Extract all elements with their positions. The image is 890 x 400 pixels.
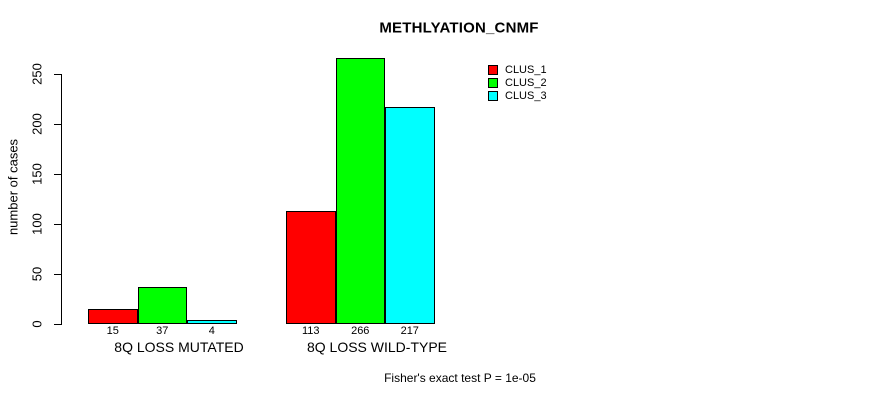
bar: [137, 287, 187, 324]
y-tick: [54, 324, 62, 325]
y-tick: [54, 174, 62, 175]
bar-value-label: 266: [351, 325, 370, 337]
legend: CLUS_1 CLUS_2 CLUS_3: [488, 64, 568, 104]
y-tick-label: 50: [29, 266, 45, 282]
bar: [88, 309, 138, 324]
legend-label: CLUS_1: [505, 64, 547, 76]
bar-value-label: 4: [208, 325, 215, 337]
bar-value-label: 217: [400, 325, 419, 337]
y-tick: [54, 274, 62, 275]
bar: [286, 211, 336, 324]
chart-title: METHLYATION_CNMF: [379, 19, 539, 37]
annotation-text: Fisher's exact test P = 1e-05: [384, 371, 536, 385]
bar: [335, 58, 385, 324]
y-tick-label: 200: [29, 113, 45, 135]
bar: [187, 320, 237, 324]
legend-label: CLUS_2: [505, 77, 547, 89]
y-tick: [54, 74, 62, 75]
bar-value-label: 113: [301, 325, 320, 337]
bar-value-label: 37: [156, 325, 169, 337]
y-tick: [54, 224, 62, 225]
y-tick-label: 100: [29, 213, 45, 235]
y-axis-line: [61, 74, 62, 324]
y-tick: [54, 124, 62, 125]
category-label: 8Q LOSS MUTATED: [114, 339, 244, 355]
bar: [385, 107, 435, 324]
legend-swatch: [488, 91, 498, 101]
y-tick-label: 150: [29, 163, 45, 185]
y-tick-label: 250: [29, 63, 45, 85]
y-tick-label: 0: [29, 320, 45, 328]
bar-value-label: 15: [106, 325, 119, 337]
category-label: 8Q LOSS WILD-TYPE: [306, 339, 448, 355]
legend-swatch: [488, 65, 498, 75]
y-axis-title: number of cases: [5, 138, 21, 236]
legend-label: CLUS_3: [505, 90, 547, 102]
legend-swatch: [488, 78, 498, 88]
